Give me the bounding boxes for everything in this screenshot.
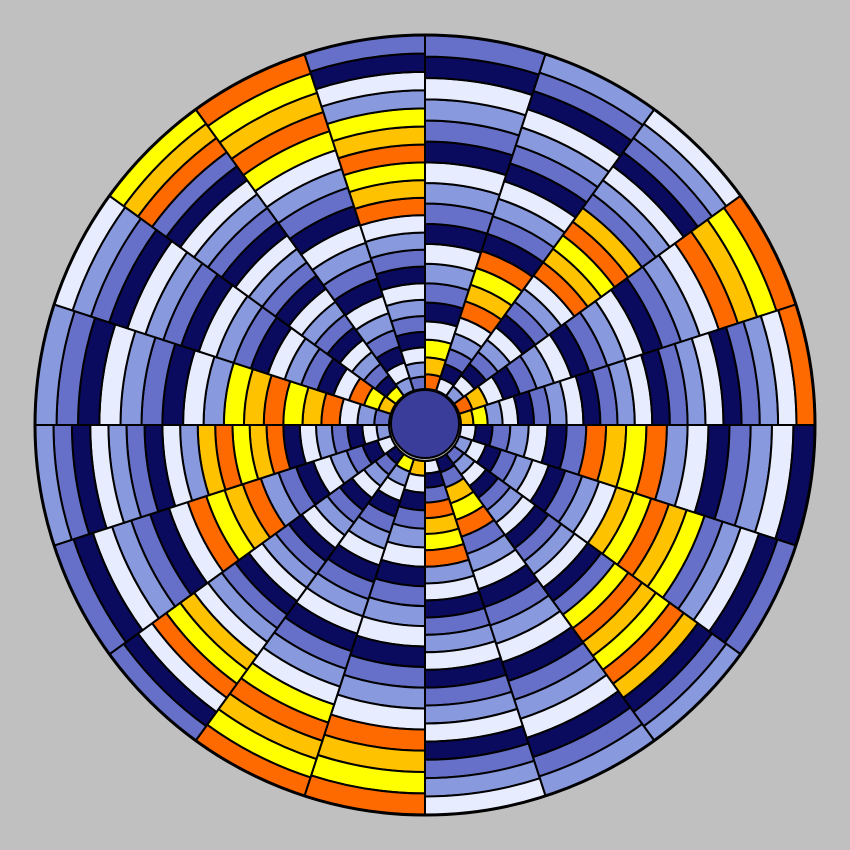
tiles [33, 33, 817, 817]
hub [390, 389, 460, 459]
outer-ring [33, 33, 817, 817]
